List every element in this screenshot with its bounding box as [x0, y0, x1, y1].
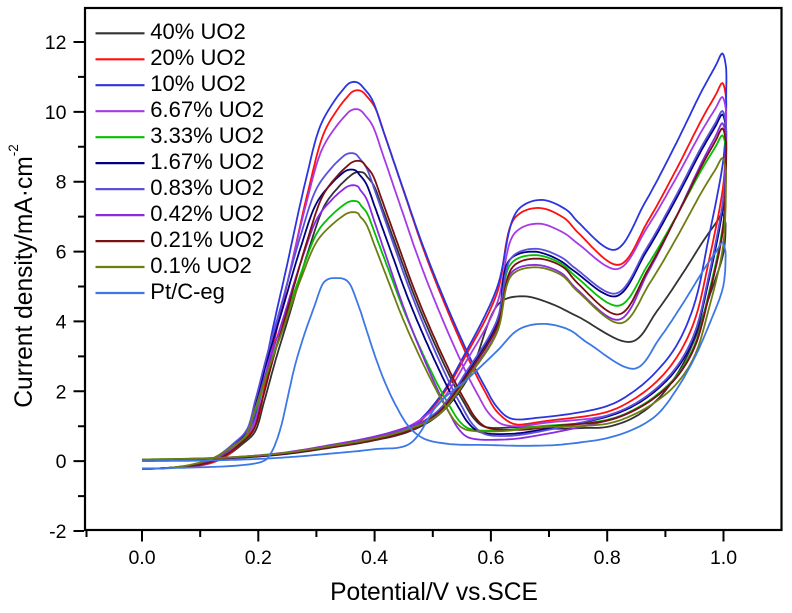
- svg-text:0.8: 0.8: [594, 547, 621, 569]
- svg-text:0: 0: [56, 451, 67, 473]
- svg-text:Current density/mA·cm-2: Current density/mA·cm-2: [6, 144, 38, 407]
- svg-text:0.1% UO2: 0.1% UO2: [150, 253, 252, 278]
- svg-text:10: 10: [45, 102, 67, 124]
- svg-text:2: 2: [56, 381, 67, 403]
- svg-text:0.6: 0.6: [477, 547, 504, 569]
- svg-text:0.4: 0.4: [361, 547, 388, 569]
- svg-text:6: 6: [56, 242, 67, 264]
- svg-text:8: 8: [56, 172, 67, 194]
- svg-text:1.0: 1.0: [710, 547, 737, 569]
- svg-text:0.83% UO2: 0.83% UO2: [150, 175, 264, 200]
- svg-text:4: 4: [56, 311, 67, 333]
- svg-text:12: 12: [45, 32, 67, 54]
- svg-text:40% UO2: 40% UO2: [150, 19, 245, 44]
- svg-text:Pt/C-eg: Pt/C-eg: [150, 279, 225, 304]
- svg-text:10% UO2: 10% UO2: [150, 71, 245, 96]
- svg-text:0.21% UO2: 0.21% UO2: [150, 227, 264, 252]
- svg-text:20% UO2: 20% UO2: [150, 45, 245, 70]
- svg-text:0.42% UO2: 0.42% UO2: [150, 201, 264, 226]
- svg-text:0.2: 0.2: [245, 547, 272, 569]
- svg-text:3.33% UO2: 3.33% UO2: [150, 123, 264, 148]
- svg-text:6.67% UO2: 6.67% UO2: [150, 97, 264, 122]
- svg-text:0.0: 0.0: [128, 547, 155, 569]
- svg-text:1.67% UO2: 1.67% UO2: [150, 149, 264, 174]
- svg-text:Potential/V vs.SCE: Potential/V vs.SCE: [330, 579, 538, 606]
- svg-text:-2: -2: [49, 521, 66, 543]
